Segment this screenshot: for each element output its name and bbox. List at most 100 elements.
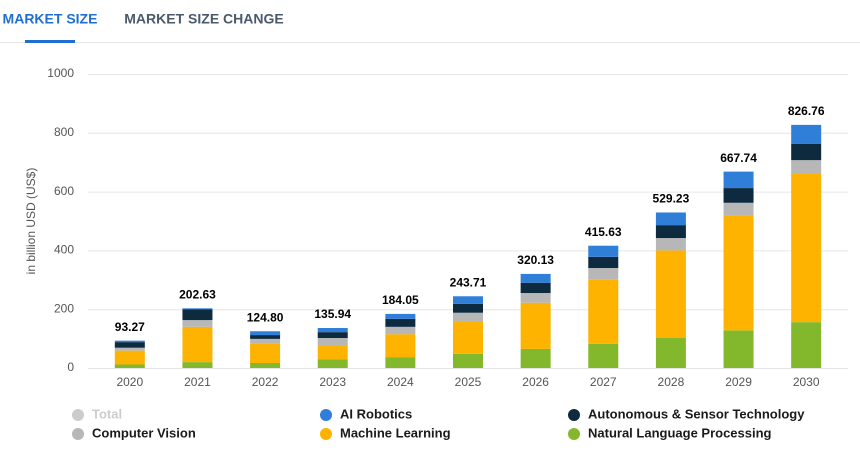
- bar-segment: [250, 343, 281, 364]
- x-tick-label: 2025: [455, 375, 482, 389]
- bar-segment: [317, 328, 348, 333]
- x-tick-label: 2020: [116, 375, 143, 389]
- bar-segment: [317, 338, 348, 346]
- x-tick-label: 2026: [522, 375, 549, 389]
- bar-segment: [114, 364, 145, 368]
- total-label: 184.05: [382, 293, 419, 307]
- bar-segment: [655, 338, 686, 368]
- legend-label[interactable]: Machine Learning: [340, 425, 451, 440]
- y-axis-title: in billion USD (US$): [24, 168, 38, 275]
- legend-marker[interactable]: [72, 409, 84, 421]
- y-tick-label: 200: [54, 301, 74, 315]
- bar-segment: [453, 353, 483, 368]
- x-tick-label: 2021: [184, 375, 211, 389]
- x-tick-label: 2023: [319, 375, 346, 389]
- total-label: 243.71: [450, 276, 487, 290]
- legend-label[interactable]: AI Robotics: [340, 406, 412, 421]
- bar-segment: [114, 347, 145, 351]
- bar-segment: [114, 350, 145, 365]
- bar-segment: [453, 321, 483, 354]
- bar-segment: [588, 279, 619, 344]
- y-tick-label: 400: [54, 243, 74, 257]
- bar-segment: [317, 332, 348, 339]
- bar-segment: [385, 334, 416, 358]
- bar-segment: [655, 250, 686, 339]
- x-tick-label: 2027: [590, 375, 617, 389]
- legend-marker[interactable]: [320, 428, 332, 440]
- legend-label[interactable]: Natural Language Processing: [588, 425, 772, 440]
- bar-segment: [520, 302, 551, 349]
- total-label: 93.27: [115, 320, 145, 334]
- tab-underline: [25, 40, 75, 43]
- bar-segment: [723, 202, 754, 216]
- bar-segment: [385, 326, 416, 335]
- bar-segment: [520, 348, 551, 368]
- bar-segment: [588, 268, 619, 280]
- bar-segment: [520, 273, 551, 283]
- bar-segment: [588, 343, 619, 368]
- bar-segment: [317, 345, 348, 360]
- bar-segment: [588, 245, 619, 257]
- total-label: 667.74: [720, 151, 757, 165]
- tab[interactable]: MARKET SIZE: [3, 11, 98, 27]
- bar-segment: [250, 363, 281, 368]
- bar-segment: [791, 143, 822, 161]
- bar-segment: [791, 173, 822, 323]
- legend-label[interactable]: Autonomous & Sensor Technology: [588, 406, 805, 421]
- bar-segment: [114, 340, 145, 343]
- bar-segment: [723, 171, 754, 189]
- bar-segment: [250, 331, 281, 336]
- y-tick-label: 1000: [47, 66, 74, 80]
- bar-segment: [655, 225, 686, 239]
- bar-segment: [655, 212, 686, 226]
- bar-segment: [385, 318, 416, 327]
- y-tick-label: 600: [54, 184, 74, 198]
- bar-segment: [723, 215, 754, 331]
- bar-segment: [588, 256, 619, 269]
- bar-segment: [182, 308, 213, 310]
- bar-segment: [182, 362, 213, 368]
- bar-segment: [453, 296, 483, 304]
- bar-segment: [250, 335, 281, 339]
- bar-segment: [723, 188, 754, 203]
- bar-segment: [791, 160, 822, 174]
- total-label: 135.94: [314, 307, 351, 321]
- total-label: 124.80: [247, 310, 284, 324]
- total-label: 529.23: [653, 192, 690, 206]
- x-tick-label: 2028: [658, 375, 685, 389]
- bar-segment: [182, 326, 213, 363]
- bar-segment: [385, 357, 416, 368]
- legend-label[interactable]: Total: [92, 406, 122, 421]
- y-tick-label: 800: [54, 125, 74, 139]
- total-label: 202.63: [179, 288, 216, 302]
- legend-marker[interactable]: [72, 428, 84, 440]
- bar-segment: [520, 293, 551, 303]
- x-tick-label: 2024: [387, 375, 414, 389]
- bar-segment: [114, 342, 145, 348]
- bar-segment: [791, 124, 822, 144]
- total-label: 320.13: [517, 253, 554, 267]
- bar-segment: [182, 320, 213, 327]
- bar-segment: [520, 282, 551, 294]
- bar-segment: [791, 322, 822, 368]
- x-tick-label: 2030: [793, 375, 820, 389]
- bar-segment: [655, 238, 686, 251]
- total-label: 826.76: [788, 104, 825, 118]
- bar-segment: [385, 313, 416, 319]
- total-label: 415.63: [585, 225, 622, 239]
- legend-label[interactable]: Computer Vision: [92, 425, 196, 440]
- bar-segment: [723, 330, 754, 368]
- legend-marker[interactable]: [568, 409, 580, 421]
- bar-segment: [250, 338, 281, 344]
- tab[interactable]: MARKET SIZE CHANGE: [124, 11, 283, 27]
- y-tick-label: 0: [67, 360, 74, 374]
- legend-marker[interactable]: [320, 409, 332, 421]
- x-tick-label: 2022: [252, 375, 279, 389]
- bar-segment: [317, 359, 348, 368]
- x-tick-label: 2029: [725, 375, 752, 389]
- bar-segment: [182, 309, 213, 321]
- bar-segment: [453, 312, 483, 322]
- legend-marker[interactable]: [568, 428, 580, 440]
- bar-segment: [453, 303, 483, 313]
